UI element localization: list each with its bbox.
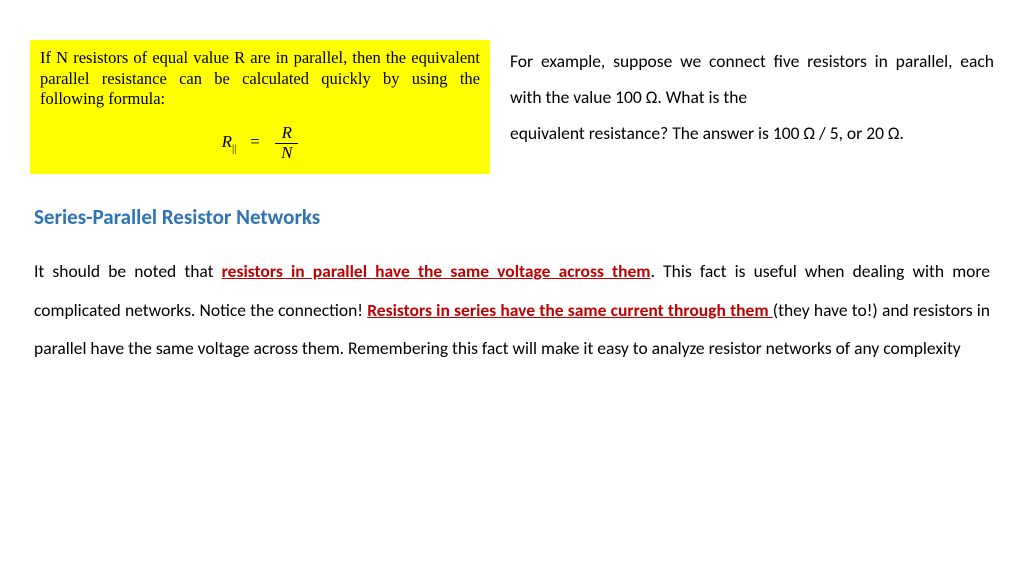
formula-callout-box: If N resistors of equal value R are in p… [30,40,490,174]
para-text-a: It should be noted that [34,260,222,282]
section-heading: Series-Parallel Resistor Networks [34,204,994,230]
formula-denominator: N [275,144,298,163]
formula-intro-text: If N resistors of equal value R are in p… [40,48,480,110]
formula-equals: = [249,132,260,151]
example-paragraph: For example, suppose we connect five res… [510,40,994,152]
example-line-1: For example, suppose we connect five res… [510,50,994,108]
example-line-2: equivalent resistance? The answer is 100… [510,122,904,144]
equivalent-resistance-formula: R|| = R N [40,124,480,162]
formula-fraction: R N [275,124,298,162]
highlight-parallel-voltage: resistors in parallel have the same volt… [222,260,651,282]
formula-numerator: R [275,124,298,144]
top-row: If N resistors of equal value R are in p… [30,40,994,174]
main-paragraph: It should be noted that resistors in par… [30,252,994,368]
highlight-series-current: Resistors in series have the same curren… [367,299,773,321]
formula-subscript: || [232,142,236,154]
formula-symbol-r: R [222,132,232,151]
